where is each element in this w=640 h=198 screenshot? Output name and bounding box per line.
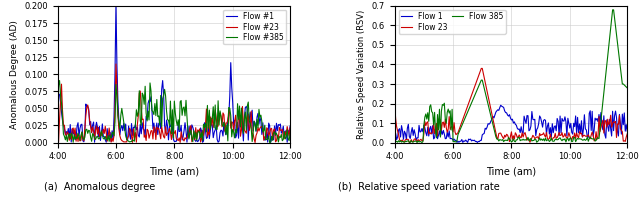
Flow 385 [470, 95, 478, 97]
Flow 385 [401, 141, 408, 144]
Text: (b)  Relative speed variation rate: (b) Relative speed variation rate [339, 182, 500, 192]
Flow 1 [474, 141, 481, 144]
Flow #1 [63, 133, 71, 135]
Flow #1 [112, 3, 120, 5]
Flow 1 [406, 137, 414, 140]
Flow #385 [286, 132, 294, 134]
Flow #23 [271, 141, 279, 143]
Flow 1 [470, 139, 477, 142]
Flow 1 [497, 104, 504, 106]
Flow #23 [112, 63, 120, 65]
Flow #1 [198, 141, 206, 144]
Flow #23 [252, 141, 259, 144]
Flow #385 [70, 134, 78, 136]
Flow #385 [271, 133, 279, 136]
Flow 1 [391, 130, 399, 133]
Flow #385 [56, 79, 63, 82]
Flow #23 [63, 131, 71, 133]
Flow 23 [477, 67, 485, 69]
Y-axis label: Relative Speed Variation (RSV): Relative Speed Variation (RSV) [357, 10, 366, 139]
Flow 1 [609, 110, 616, 112]
Y-axis label: Anomalous Degree (AD): Anomalous Degree (AD) [10, 20, 19, 129]
X-axis label: Time (am): Time (am) [486, 167, 536, 177]
Text: (a)  Anomalous degree: (a) Anomalous degree [44, 182, 155, 192]
Flow 1 [428, 133, 435, 135]
Flow #1 [54, 106, 61, 108]
Flow 385 [391, 140, 399, 143]
Flow 1 [547, 127, 554, 129]
Line: Flow 23: Flow 23 [395, 68, 627, 142]
Flow #1 [209, 136, 217, 139]
Line: Flow #385: Flow #385 [58, 81, 290, 143]
Flow #23 [134, 123, 141, 126]
Flow 23 [623, 133, 631, 135]
Flow #23 [91, 138, 99, 140]
Flow #1 [271, 134, 279, 137]
Flow 23 [406, 141, 413, 144]
Flow #23 [286, 127, 294, 129]
Line: Flow 385: Flow 385 [395, 10, 627, 143]
Flow 385 [406, 141, 414, 143]
Flow #1 [69, 133, 77, 135]
Flow 385 [609, 9, 616, 11]
Flow 385 [418, 141, 426, 144]
Flow 385 [623, 87, 631, 89]
Legend: Flow 1, Flow 23, Flow 385: Flow 1, Flow 23, Flow 385 [399, 10, 506, 34]
Flow 23 [547, 133, 554, 135]
Flow 23 [391, 104, 399, 107]
Line: Flow #1: Flow #1 [58, 4, 290, 142]
Flow 23 [401, 140, 408, 143]
Flow 23 [429, 132, 436, 134]
Flow #385 [134, 115, 141, 117]
Flow #385 [65, 134, 72, 137]
Flow #1 [134, 126, 141, 128]
Flow 23 [408, 138, 415, 141]
Flow 385 [429, 112, 436, 114]
Line: Flow 1: Flow 1 [395, 105, 627, 142]
Flow 23 [609, 123, 616, 125]
Flow #385 [266, 141, 273, 144]
Flow #23 [69, 127, 77, 129]
Flow 23 [470, 86, 478, 88]
Flow #385 [92, 138, 99, 141]
Line: Flow #23: Flow #23 [58, 64, 290, 143]
X-axis label: Time (am): Time (am) [148, 167, 199, 177]
Flow 1 [401, 130, 408, 132]
Flow 1 [623, 130, 631, 132]
Flow #385 [209, 117, 216, 120]
Flow 385 [608, 18, 616, 20]
Flow #23 [54, 134, 61, 136]
Flow 385 [545, 140, 553, 143]
Flow #1 [91, 141, 99, 143]
Flow #385 [54, 107, 61, 109]
Flow #1 [286, 125, 294, 127]
Legend: Flow #1, Flow #23, Flow #385: Flow #1, Flow #23, Flow #385 [223, 10, 286, 44]
Flow #23 [209, 116, 216, 118]
